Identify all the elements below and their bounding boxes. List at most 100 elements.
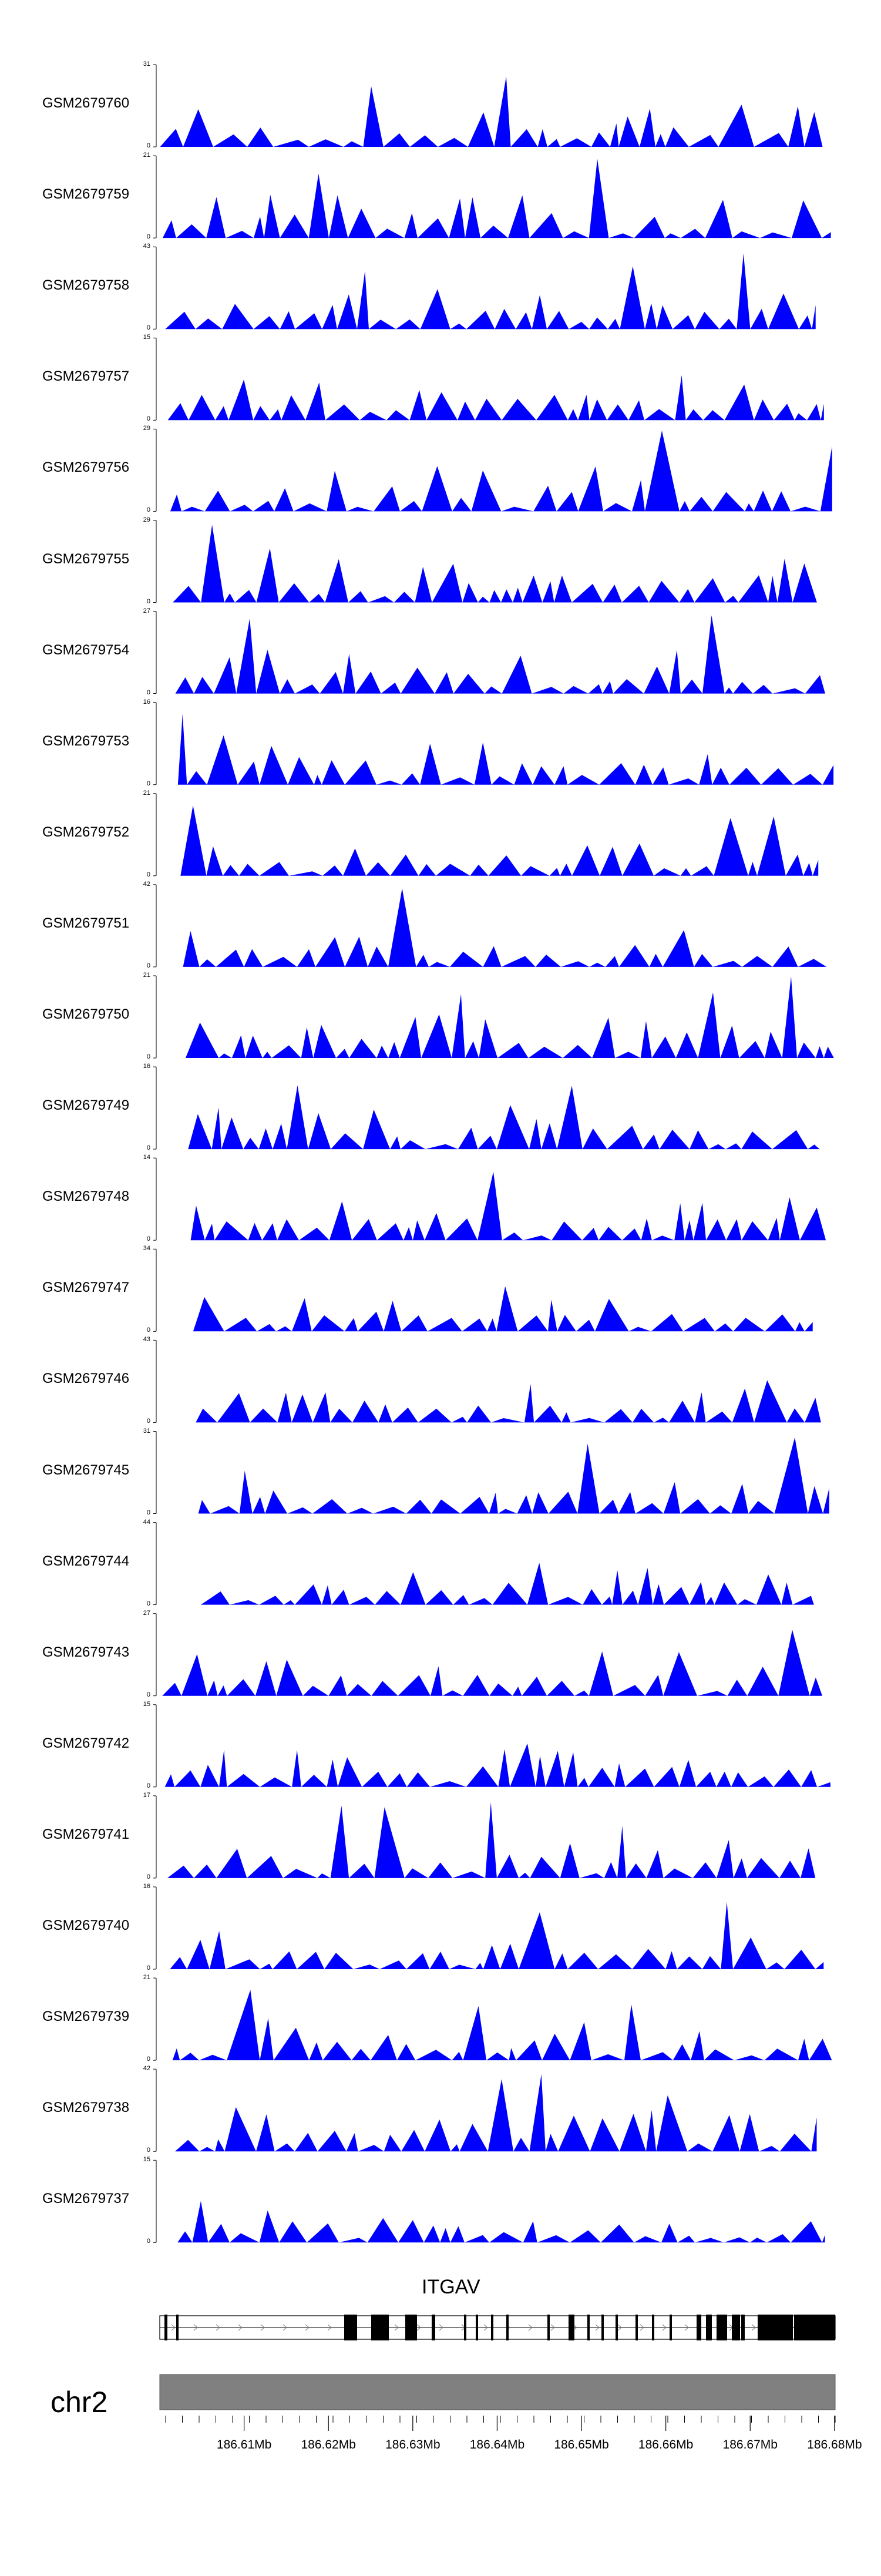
track-ymin-label: 0	[146, 506, 150, 514]
gene-exon	[635, 2315, 638, 2340]
track-ymax-label: 27	[143, 607, 150, 614]
track-ymax-label: 42	[143, 2065, 150, 2073]
track-label-GSM2679760: GSM2679760	[42, 95, 130, 111]
track-ymin-label: 0	[146, 1326, 150, 1334]
gene-exon	[506, 2315, 509, 2340]
track-ymin-label: 0	[146, 2056, 150, 2063]
gene-exon	[697, 2315, 701, 2340]
strand-arrow	[640, 2324, 644, 2331]
track-ymax-label: 31	[143, 61, 150, 68]
track-ymax-label: 21	[143, 972, 150, 979]
track-label-GSM2679737: GSM2679737	[42, 2191, 130, 2207]
track-label-GSM2679755: GSM2679755	[42, 550, 130, 567]
track-ymin-label: 0	[146, 1509, 150, 1516]
track-ymax-label: 14	[143, 1154, 150, 1161]
strand-arrow	[439, 2324, 443, 2331]
x-tick-label: 186.63Mb	[385, 2438, 441, 2451]
strand-arrow	[238, 2324, 243, 2331]
strand-arrow	[394, 2324, 399, 2331]
chromosome-bar	[159, 2374, 836, 2410]
coverage-area-GSM2679759	[162, 159, 831, 239]
x-tick-label: 186.62Mb	[301, 2438, 356, 2451]
gene-exon	[758, 2315, 793, 2340]
track-ymax-label: 27	[143, 1609, 150, 1617]
coverage-area-GSM2679743	[162, 1630, 822, 1696]
track-ymin-label: 0	[146, 1235, 150, 1243]
track-ymax-label: 21	[143, 789, 150, 797]
x-tick-label: 186.67Mb	[722, 2438, 778, 2451]
gene-exon	[569, 2315, 574, 2340]
coverage-area-GSM2679738	[175, 2074, 817, 2152]
track-label-GSM2679741: GSM2679741	[42, 1826, 130, 1842]
track-ymax-label: 17	[143, 1791, 150, 1799]
strand-arrow	[483, 2324, 488, 2331]
strand-arrow	[528, 2324, 533, 2331]
coverage-area-GSM2679749	[188, 1085, 820, 1150]
gene-exon	[670, 2315, 672, 2340]
track-ymin-label: 0	[146, 780, 150, 787]
track-ymin-label: 0	[146, 1600, 150, 1607]
track-label-GSM2679750: GSM2679750	[42, 1006, 130, 1022]
track-ymin-label: 0	[146, 324, 150, 332]
coverage-area-GSM2679740	[170, 1902, 824, 1969]
coverage-area-GSM2679760	[160, 76, 823, 147]
track-label-GSM2679738: GSM2679738	[42, 2100, 130, 2116]
coverage-area-GSM2679755	[173, 525, 817, 603]
strand-arrow	[283, 2324, 287, 2331]
track-ymin-label: 0	[146, 233, 150, 241]
track-label-GSM2679757: GSM2679757	[42, 368, 130, 385]
track-label-GSM2679739: GSM2679739	[42, 2009, 130, 2025]
track-ymax-label: 16	[143, 1883, 150, 1890]
gene-exon	[587, 2315, 590, 2340]
track-label-GSM2679740: GSM2679740	[42, 1917, 130, 1933]
track-label-GSM2679754: GSM2679754	[42, 642, 130, 658]
strand-arrow	[327, 2324, 332, 2331]
track-ymax-label: 44	[143, 1518, 150, 1526]
coverage-area-GSM2679757	[167, 375, 824, 421]
track-label-GSM2679745: GSM2679745	[42, 1462, 130, 1478]
track-label-GSM2679744: GSM2679744	[42, 1553, 130, 1569]
track-ymin-label: 0	[146, 871, 150, 878]
coverage-area-GSM2679746	[196, 1380, 821, 1423]
track-ymax-label: 15	[143, 1700, 150, 1708]
track-ymax-label: 16	[143, 698, 150, 706]
track-ymin-label: 0	[146, 597, 150, 605]
gene-exon	[717, 2315, 727, 2340]
track-ymax-label: 21	[143, 1974, 150, 1981]
track-ymin-label: 0	[146, 1782, 150, 1789]
track-label-GSM2679758: GSM2679758	[42, 277, 130, 294]
track-ymax-label: 42	[143, 880, 150, 888]
coverage-area-GSM2679751	[183, 888, 827, 967]
coverage-area-GSM2679748	[190, 1171, 828, 1241]
strand-arrow	[416, 2324, 421, 2331]
strand-arrow	[305, 2324, 310, 2331]
track-ymin-label: 0	[146, 1964, 150, 1972]
gene-exon	[164, 2315, 167, 2340]
coverage-area-GSM2679754	[175, 615, 826, 694]
strand-arrow	[595, 2324, 600, 2331]
strand-arrow	[684, 2324, 689, 2331]
strand-arrow	[260, 2324, 265, 2331]
track-label-GSM2679748: GSM2679748	[42, 1188, 130, 1205]
gene-exon	[476, 2315, 478, 2340]
coverage-area-GSM2679737	[177, 2201, 825, 2243]
track-ymin-label: 0	[146, 688, 150, 696]
gene-exon	[794, 2315, 835, 2340]
track-ymax-label: 34	[143, 1245, 150, 1252]
gene-exon	[405, 2315, 417, 2340]
x-tick-label: 186.65Mb	[554, 2438, 609, 2451]
track-label-GSM2679756: GSM2679756	[42, 459, 130, 476]
track-label-GSM2679746: GSM2679746	[42, 1371, 130, 1387]
x-tick-label: 186.61Mb	[216, 2438, 272, 2451]
track-label-GSM2679749: GSM2679749	[42, 1097, 130, 1114]
track-ymax-label: 29	[143, 516, 150, 523]
strand-arrow	[662, 2324, 667, 2331]
gene-exon	[732, 2315, 740, 2340]
track-label-GSM2679752: GSM2679752	[42, 824, 130, 840]
track-ymin-label: 0	[146, 1691, 150, 1698]
gene-label: ITGAV	[422, 2276, 480, 2298]
track-ymax-label: 16	[143, 1063, 150, 1070]
gene-exon	[547, 2315, 550, 2340]
track-ymin-label: 0	[146, 1144, 150, 1152]
